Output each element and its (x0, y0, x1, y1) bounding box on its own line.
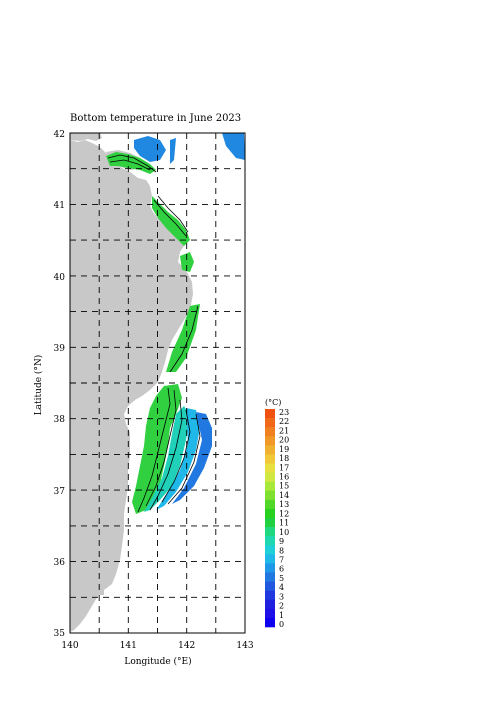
lon-tick-140: 140 (61, 641, 78, 651)
colorbar-swatch (265, 518, 275, 528)
temp-region-tsugaru-cold (134, 136, 166, 162)
colorbar-swatch (265, 454, 275, 464)
colorbar-label: 11 (279, 519, 289, 528)
hokkaido-land (70, 133, 102, 141)
y-axis-label: Latitude (°N) (33, 355, 44, 416)
colorbar-swatch (265, 409, 275, 419)
lon-tick-labels: 140 141 142 143 (61, 641, 253, 651)
colorbar-swatch (265, 445, 275, 455)
map-frame (69, 132, 246, 634)
map-title: Bottom temperature in June 2023 (70, 113, 241, 124)
colorbar-swatch (265, 436, 275, 446)
colorbar-swatch (265, 563, 275, 573)
lat-tick-37: 37 (54, 487, 66, 497)
colorbar-swatch (265, 599, 275, 610)
colorbar-swatch (265, 490, 275, 501)
temp-region-patch-a (180, 252, 194, 272)
colorbar-swatch (265, 527, 275, 537)
colorbar-swatch (265, 617, 275, 628)
temp-region-main-cyan (156, 408, 200, 510)
colorbar (265, 409, 275, 628)
colorbar-label: 2 (279, 602, 284, 611)
colorbar-swatch (265, 427, 275, 437)
temp-region-main-blue (172, 412, 212, 504)
colorbar-label: 14 (279, 491, 289, 500)
colorbar-label: 15 (279, 482, 289, 491)
colorbar-label: 16 (279, 473, 289, 482)
lat-tick-41: 41 (54, 201, 65, 211)
temp-region-n-cold (170, 138, 176, 164)
colorbar-label: 23 (279, 408, 289, 417)
colorbar-label: 8 (279, 546, 284, 555)
contour-lines (107, 154, 201, 513)
colorbar-swatch (265, 463, 275, 473)
temp-region-tsugaru (106, 152, 156, 174)
colorbar-label: 18 (279, 454, 289, 463)
colorbar-label: 4 (279, 583, 284, 592)
temp-region-ne-cold (222, 133, 245, 160)
colorbar-label: 20 (279, 436, 289, 445)
colorbar-label: 3 (279, 592, 284, 601)
colorbar-swatch (265, 499, 275, 510)
lat-tick-36: 36 (54, 558, 66, 568)
temp-region-patch-b (166, 304, 200, 372)
colorbar-label: 1 (279, 611, 284, 620)
colorbar-swatch (265, 590, 275, 601)
temp-region-main-green (132, 384, 182, 514)
colorbar-label: 19 (279, 445, 289, 454)
lat-tick-38: 38 (54, 415, 66, 425)
colorbar-swatch (265, 581, 275, 591)
colorbar-swatch (265, 481, 275, 492)
colorbar-swatch (265, 572, 275, 582)
colorbar-label: 9 (279, 537, 284, 546)
colorbar-swatch (265, 554, 275, 564)
colorbar-swatch (265, 472, 275, 482)
lon-tick-141: 141 (120, 641, 137, 651)
land-mass (70, 140, 193, 632)
colorbar-label: 13 (279, 500, 289, 509)
colorbar-swatch (265, 536, 275, 546)
lon-tick-142: 142 (178, 641, 195, 651)
colorbar-swatch (265, 608, 275, 619)
colorbar-swatch (265, 418, 275, 428)
lat-tick-39: 39 (54, 344, 66, 354)
colorbar-swatch (265, 545, 275, 555)
grid-lines (70, 133, 245, 633)
colorbar-label: 17 (279, 463, 289, 472)
colorbar-label: 0 (279, 620, 284, 629)
lon-tick-143: 143 (236, 641, 253, 651)
lat-tick-labels: 42 41 40 39 38 37 36 35 (54, 130, 66, 639)
colorbar-label: 22 (279, 417, 289, 426)
lat-tick-42: 42 (54, 130, 65, 140)
colorbar-label: 7 (279, 555, 284, 564)
colorbar-swatch (265, 508, 275, 519)
small-island (100, 589, 104, 595)
colorbar-label: 5 (279, 574, 284, 583)
lat-tick-35: 35 (54, 629, 66, 639)
lat-tick-40: 40 (54, 273, 66, 283)
temp-region-main-teal (144, 406, 190, 512)
colorbar-unit: (°C) (265, 398, 281, 407)
colorbar-label: 21 (279, 426, 289, 435)
colorbar-label: 12 (279, 509, 289, 518)
x-axis-label: Longitude (°E) (124, 656, 191, 667)
colorbar-label: 6 (279, 565, 284, 574)
colorbar-label: 10 (279, 528, 289, 537)
